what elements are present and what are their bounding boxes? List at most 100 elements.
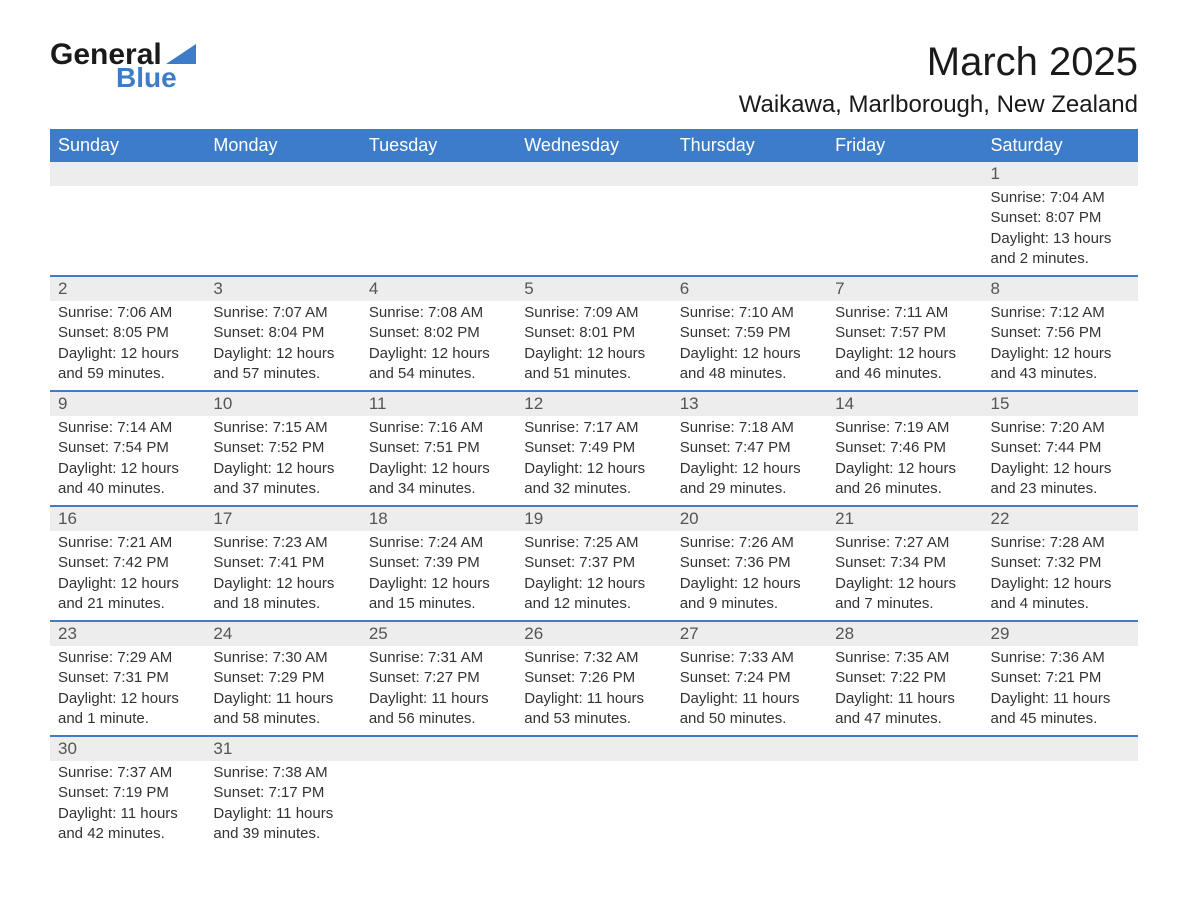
sunrise-text: Sunrise: 7:38 AM (213, 763, 352, 783)
calendar-day-cell: 3Sunrise: 7:07 AMSunset: 8:04 PMDaylight… (205, 276, 360, 391)
sunset-text: Sunset: 7:32 PM (991, 553, 1130, 573)
daylight-text: Daylight: 13 hours and 2 minutes. (991, 229, 1130, 270)
day-data: Sunrise: 7:08 AMSunset: 8:02 PMDaylight:… (361, 301, 516, 390)
daylight-text: Daylight: 12 hours and 1 minute. (58, 689, 197, 730)
day-data: Sunrise: 7:09 AMSunset: 8:01 PMDaylight:… (516, 301, 671, 390)
day-data: Sunrise: 7:27 AMSunset: 7:34 PMDaylight:… (827, 531, 982, 620)
calendar-day-cell: 12Sunrise: 7:17 AMSunset: 7:49 PMDayligh… (516, 391, 671, 506)
daylight-text: Daylight: 12 hours and 40 minutes. (58, 459, 197, 500)
daylight-text: Daylight: 11 hours and 58 minutes. (213, 689, 352, 730)
day-data: Sunrise: 7:16 AMSunset: 7:51 PMDaylight:… (361, 416, 516, 505)
day-number: 26 (516, 622, 671, 646)
day-number (672, 162, 827, 186)
day-number: 11 (361, 392, 516, 416)
day-data (672, 761, 827, 841)
day-data (361, 186, 516, 266)
day-number: 22 (983, 507, 1138, 531)
day-number: 6 (672, 277, 827, 301)
day-number: 13 (672, 392, 827, 416)
sunset-text: Sunset: 7:57 PM (835, 323, 974, 343)
sunset-text: Sunset: 7:21 PM (991, 668, 1130, 688)
sunset-text: Sunset: 7:24 PM (680, 668, 819, 688)
day-number (516, 737, 671, 761)
day-data (827, 186, 982, 266)
calendar-day-cell: 25Sunrise: 7:31 AMSunset: 7:27 PMDayligh… (361, 621, 516, 736)
sunrise-text: Sunrise: 7:15 AM (213, 418, 352, 438)
calendar-day-cell: 2Sunrise: 7:06 AMSunset: 8:05 PMDaylight… (50, 276, 205, 391)
sunrise-text: Sunrise: 7:09 AM (524, 303, 663, 323)
day-number: 8 (983, 277, 1138, 301)
sunset-text: Sunset: 7:22 PM (835, 668, 974, 688)
day-number: 1 (983, 162, 1138, 186)
daylight-text: Daylight: 12 hours and 21 minutes. (58, 574, 197, 615)
calendar-day-cell: 22Sunrise: 7:28 AMSunset: 7:32 PMDayligh… (983, 506, 1138, 621)
daylight-text: Daylight: 12 hours and 32 minutes. (524, 459, 663, 500)
day-data: Sunrise: 7:33 AMSunset: 7:24 PMDaylight:… (672, 646, 827, 735)
calendar-day-cell: 14Sunrise: 7:19 AMSunset: 7:46 PMDayligh… (827, 391, 982, 506)
day-number (827, 162, 982, 186)
day-data: Sunrise: 7:20 AMSunset: 7:44 PMDaylight:… (983, 416, 1138, 505)
day-number: 2 (50, 277, 205, 301)
sunset-text: Sunset: 7:34 PM (835, 553, 974, 573)
calendar-day-cell (672, 162, 827, 276)
sunset-text: Sunset: 7:37 PM (524, 553, 663, 573)
daylight-text: Daylight: 12 hours and 9 minutes. (680, 574, 819, 615)
day-data: Sunrise: 7:36 AMSunset: 7:21 PMDaylight:… (983, 646, 1138, 735)
calendar-week-row: 16Sunrise: 7:21 AMSunset: 7:42 PMDayligh… (50, 506, 1138, 621)
calendar-day-cell (50, 162, 205, 276)
daylight-text: Daylight: 12 hours and 57 minutes. (213, 344, 352, 385)
sunset-text: Sunset: 8:04 PM (213, 323, 352, 343)
day-data: Sunrise: 7:24 AMSunset: 7:39 PMDaylight:… (361, 531, 516, 620)
sunset-text: Sunset: 7:27 PM (369, 668, 508, 688)
sunset-text: Sunset: 7:36 PM (680, 553, 819, 573)
day-data (205, 186, 360, 266)
day-number: 31 (205, 737, 360, 761)
day-data: Sunrise: 7:32 AMSunset: 7:26 PMDaylight:… (516, 646, 671, 735)
sunset-text: Sunset: 7:17 PM (213, 783, 352, 803)
sunset-text: Sunset: 7:49 PM (524, 438, 663, 458)
day-data: Sunrise: 7:04 AMSunset: 8:07 PMDaylight:… (983, 186, 1138, 275)
day-data: Sunrise: 7:12 AMSunset: 7:56 PMDaylight:… (983, 301, 1138, 390)
sunrise-text: Sunrise: 7:37 AM (58, 763, 197, 783)
sunrise-text: Sunrise: 7:08 AM (369, 303, 508, 323)
sunset-text: Sunset: 7:56 PM (991, 323, 1130, 343)
sunrise-text: Sunrise: 7:31 AM (369, 648, 508, 668)
day-data: Sunrise: 7:15 AMSunset: 7:52 PMDaylight:… (205, 416, 360, 505)
sunrise-text: Sunrise: 7:25 AM (524, 533, 663, 553)
daylight-text: Daylight: 12 hours and 26 minutes. (835, 459, 974, 500)
day-number: 15 (983, 392, 1138, 416)
calendar-day-cell: 16Sunrise: 7:21 AMSunset: 7:42 PMDayligh… (50, 506, 205, 621)
sunset-text: Sunset: 8:07 PM (991, 208, 1130, 228)
calendar-week-row: 30Sunrise: 7:37 AMSunset: 7:19 PMDayligh… (50, 736, 1138, 850)
sunrise-text: Sunrise: 7:32 AM (524, 648, 663, 668)
sunset-text: Sunset: 7:29 PM (213, 668, 352, 688)
day-data: Sunrise: 7:28 AMSunset: 7:32 PMDaylight:… (983, 531, 1138, 620)
daylight-text: Daylight: 12 hours and 37 minutes. (213, 459, 352, 500)
daylight-text: Daylight: 12 hours and 29 minutes. (680, 459, 819, 500)
calendar-day-cell (516, 162, 671, 276)
daylight-text: Daylight: 12 hours and 7 minutes. (835, 574, 974, 615)
day-data (672, 186, 827, 266)
daylight-text: Daylight: 12 hours and 12 minutes. (524, 574, 663, 615)
day-data: Sunrise: 7:21 AMSunset: 7:42 PMDaylight:… (50, 531, 205, 620)
daylight-text: Daylight: 11 hours and 47 minutes. (835, 689, 974, 730)
weekday-header: Friday (827, 129, 982, 162)
calendar-day-cell (827, 162, 982, 276)
daylight-text: Daylight: 11 hours and 42 minutes. (58, 804, 197, 845)
day-number: 10 (205, 392, 360, 416)
day-data: Sunrise: 7:11 AMSunset: 7:57 PMDaylight:… (827, 301, 982, 390)
day-number: 12 (516, 392, 671, 416)
calendar-day-cell (205, 162, 360, 276)
day-number: 14 (827, 392, 982, 416)
day-data (983, 761, 1138, 841)
day-number: 3 (205, 277, 360, 301)
calendar-week-row: 23Sunrise: 7:29 AMSunset: 7:31 PMDayligh… (50, 621, 1138, 736)
daylight-text: Daylight: 11 hours and 53 minutes. (524, 689, 663, 730)
daylight-text: Daylight: 11 hours and 50 minutes. (680, 689, 819, 730)
month-title: March 2025 (739, 40, 1138, 85)
calendar-day-cell: 29Sunrise: 7:36 AMSunset: 7:21 PMDayligh… (983, 621, 1138, 736)
day-data: Sunrise: 7:38 AMSunset: 7:17 PMDaylight:… (205, 761, 360, 850)
calendar-day-cell: 19Sunrise: 7:25 AMSunset: 7:37 PMDayligh… (516, 506, 671, 621)
sunrise-text: Sunrise: 7:21 AM (58, 533, 197, 553)
sunrise-text: Sunrise: 7:10 AM (680, 303, 819, 323)
